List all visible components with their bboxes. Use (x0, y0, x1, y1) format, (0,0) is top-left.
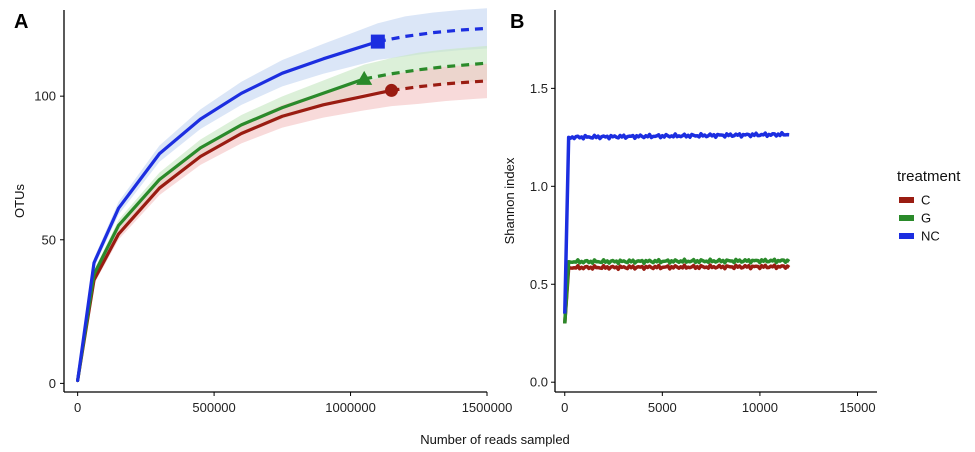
legend-label-nc: NC (921, 229, 940, 244)
y-tick-label: 100 (34, 89, 56, 104)
y-tick-label: 0 (49, 376, 56, 391)
extrapolated-line-nc (377, 26, 488, 44)
rarefaction-line-nc (76, 39, 380, 383)
x-tick-label: 0 (561, 400, 568, 415)
panel-b-x-ticks: 0 5000 10000 15000 (561, 392, 876, 415)
panel-a-confidence-bands (77, 8, 487, 384)
panel-a-y-ticks: 0 50 100 (34, 89, 64, 391)
panel-a-series-lines (76, 26, 488, 383)
legend-swatch-c (899, 197, 914, 203)
legend-label-c: C (921, 193, 930, 208)
y-tick-label: 0.5 (530, 277, 548, 292)
panel-a-end-markers (356, 34, 398, 97)
shannon-line-c (563, 263, 791, 324)
shannon-line-g (563, 257, 791, 324)
panel-b-label: B (510, 11, 524, 33)
confidence-band-nc (77, 8, 487, 384)
y-tick-label: 1.5 (530, 81, 548, 96)
legend-swatch-g (899, 215, 914, 221)
x-tick-label: 1500000 (462, 400, 513, 415)
panel-a-x-ticks: 0 500000 1000000 1500000 (74, 392, 512, 415)
panel-b-y-ticks: 0.0 0.5 1.0 1.5 (530, 81, 555, 390)
panel-a-y-axis-title: OTUs (12, 184, 27, 218)
confidence-band-c (77, 63, 487, 384)
x-axis-title: Number of reads sampled (420, 432, 570, 447)
legend-swatch-nc (899, 233, 914, 239)
rarefaction-line-g (76, 77, 366, 383)
legend: treatment CG NC (897, 168, 961, 244)
end-marker-nc (370, 34, 385, 49)
panel-b-series-lines (563, 130, 791, 324)
x-tick-label: 15000 (839, 400, 875, 415)
shannon-line-nc (563, 130, 790, 314)
x-tick-label: 5000 (648, 400, 677, 415)
panel-a-label: A (14, 11, 28, 33)
rarefaction-line-c (76, 88, 394, 383)
legend-title: treatment (897, 168, 961, 185)
panel-b-y-axis-title: Shannon index (502, 157, 517, 244)
panel-a: A 0 50 100 0 500000 1000000 1500000 OTUs (12, 8, 512, 415)
extrapolated-line-g (363, 61, 488, 81)
y-tick-label: 1.0 (530, 179, 548, 194)
x-tick-label: 10000 (742, 400, 778, 415)
x-tick-label: 500000 (192, 400, 235, 415)
x-tick-label: 1000000 (325, 400, 376, 415)
x-tick-label: 0 (74, 400, 81, 415)
end-marker-c (384, 83, 398, 97)
y-tick-label: 50 (42, 232, 56, 247)
end-marker-g (356, 70, 373, 85)
y-tick-label: 0.0 (530, 375, 548, 390)
legend-label-g: G (921, 211, 931, 226)
legend-items: CG NC (899, 193, 940, 244)
extrapolated-line-c (391, 79, 488, 93)
panel-b: B 0.0 0.5 1.0 1.5 0 5000 10000 15000 Shannon i… (502, 10, 877, 415)
